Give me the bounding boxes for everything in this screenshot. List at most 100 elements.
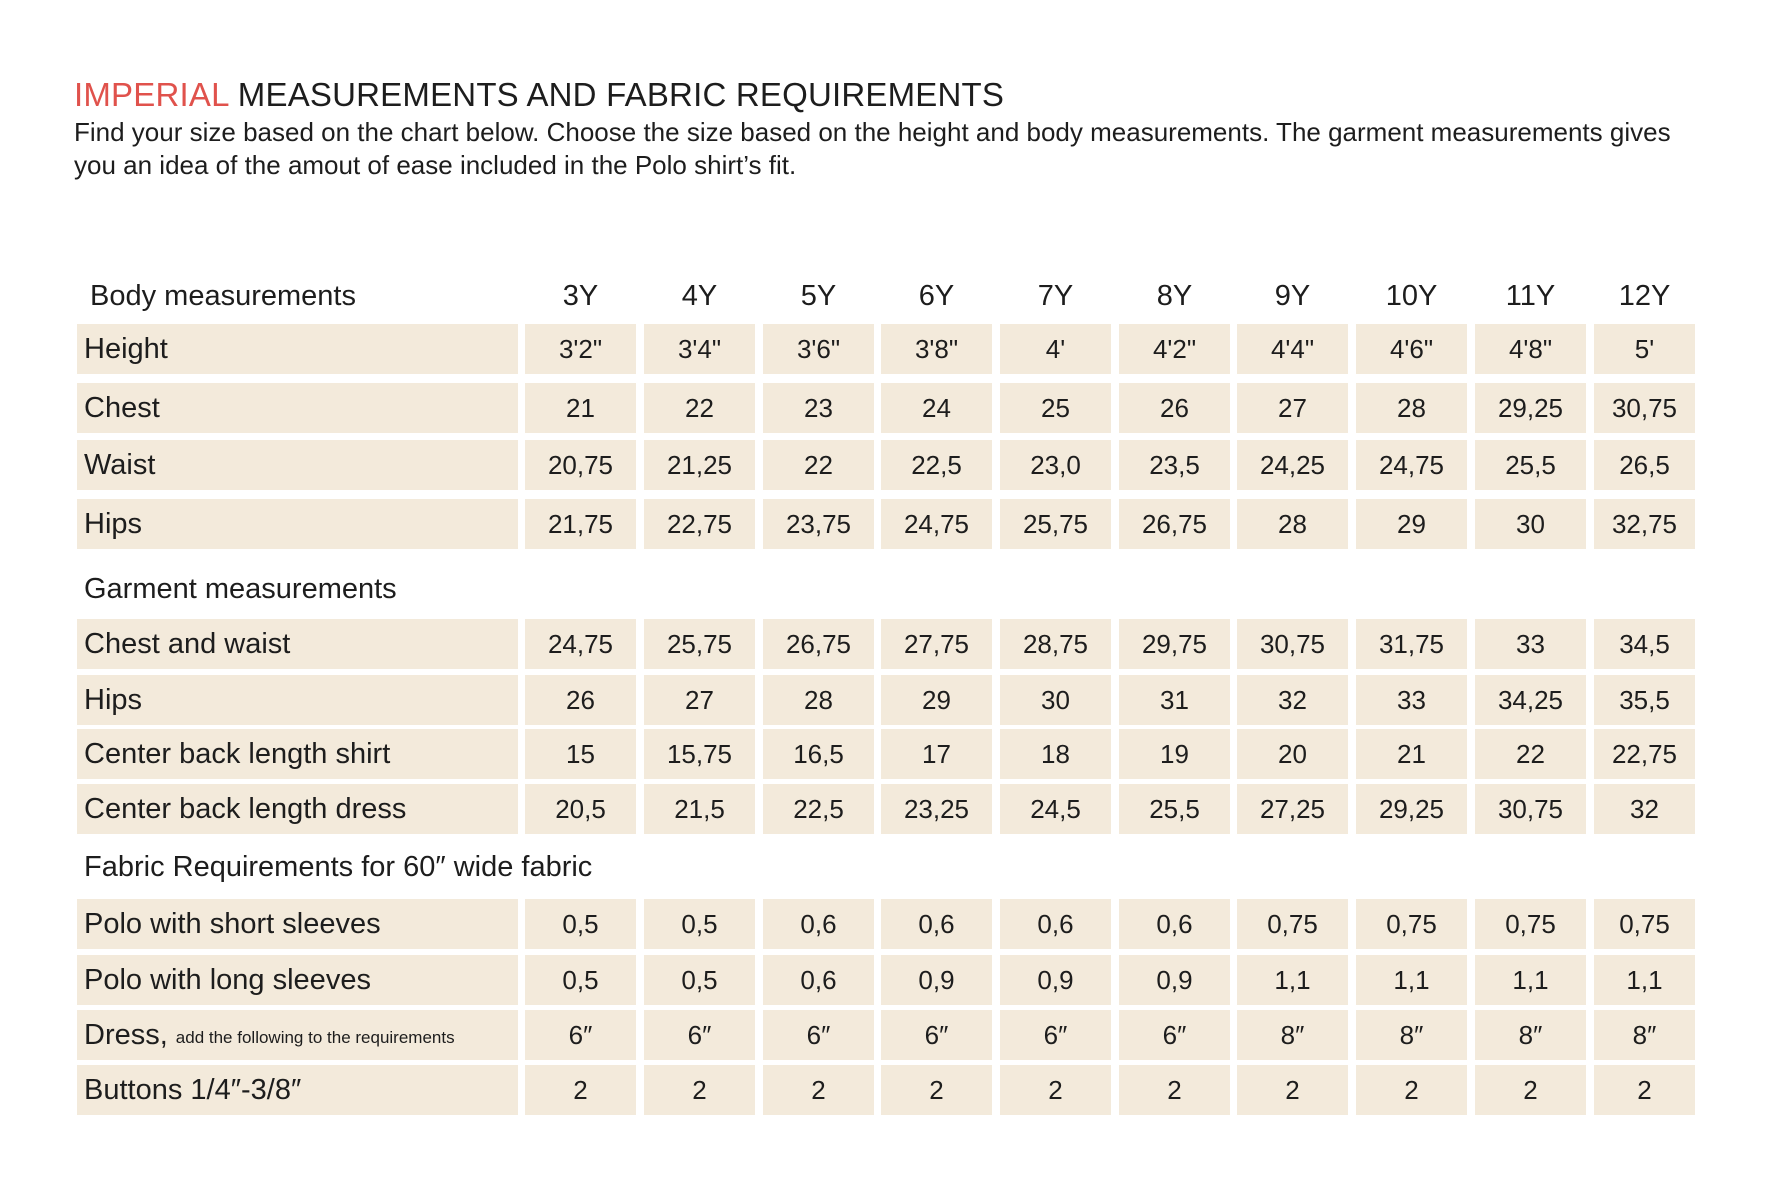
size-header-5y: 5Y [800,280,837,312]
table-cell: 28 [763,675,874,725]
table-cell: 6″ [1000,1010,1111,1060]
table-cell: 21,5 [644,784,755,834]
table-cell: 3'4" [644,324,755,374]
table-cell: 5' [1594,324,1695,374]
table-cell: 2 [525,1065,636,1115]
table-cell: 24,75 [881,499,992,549]
table-cell: 6″ [763,1010,874,1060]
table-cell: 4' [1000,324,1111,374]
row-label-text: Chest and waist [84,627,291,660]
table-cell: 0,75 [1475,899,1586,949]
table-cell: 28 [1237,499,1348,549]
row-label-text: Hips [84,507,143,540]
table-cell: 28,75 [1000,619,1111,669]
table-cell: 24,5 [1000,784,1111,834]
table-cell: 28 [1356,383,1467,433]
table-cell: 4'2" [1119,324,1230,374]
table-cell: 0,9 [1000,955,1111,1005]
table-cell: 19 [1119,729,1230,779]
size-header-8y: 8Y [1156,280,1193,312]
table-cell: 29,25 [1475,383,1586,433]
table-cell: 23,25 [881,784,992,834]
row-label-text: Waist [84,448,156,481]
row-label: Chest [77,383,518,433]
table-cell: 2 [1000,1065,1111,1115]
table-cell: 21 [1356,729,1467,779]
size-header-4y: 4Y [681,280,718,312]
table-cell: 20,75 [525,440,636,490]
row-label-text: Center back length shirt [84,737,391,770]
table-cell: 25,75 [644,619,755,669]
table-cell: 24,25 [1237,440,1348,490]
table-cell: 22,5 [763,784,874,834]
table-cell: 6″ [881,1010,992,1060]
table-cell: 15,75 [644,729,755,779]
table-cell: 20 [1237,729,1348,779]
table-cell: 22,5 [881,440,992,490]
table-cell: 17 [881,729,992,779]
table-cell: 25,5 [1475,440,1586,490]
table-cell: 8″ [1237,1010,1348,1060]
table-cell: 18 [1000,729,1111,779]
table-cell: 4'8" [1475,324,1586,374]
table-cell: 0,75 [1356,899,1467,949]
row-label: Polo with long sleeves [77,955,518,1005]
table-cell: 27,75 [881,619,992,669]
table-cell: 21 [525,383,636,433]
table-cell: 2 [1594,1065,1695,1115]
table-cell: 16,5 [763,729,874,779]
table-cell: 31 [1119,675,1230,725]
table-cell: 6″ [644,1010,755,1060]
table-cell: 3'8" [881,324,992,374]
table-cell: 26,75 [763,619,874,669]
table-cell: 22,75 [644,499,755,549]
row-label: Center back length shirt [77,729,518,779]
row-label: Hips [77,499,518,549]
table-cell: 3'2" [525,324,636,374]
table-cell: 2 [763,1065,874,1115]
table-cell: 0,5 [644,955,755,1005]
table-cell: 26,75 [1119,499,1230,549]
table-cell: 31,75 [1356,619,1467,669]
size-header-9y: 9Y [1274,280,1311,312]
table-cell: 30,75 [1237,619,1348,669]
table-cell: 0,6 [1119,899,1230,949]
table-cell: 24 [881,383,992,433]
row-label-text: Dress, [84,1018,168,1051]
row-label-text: Height [84,332,168,365]
table-cell: 23,0 [1000,440,1111,490]
table-cell: 2 [644,1065,755,1115]
table-cell: 22 [644,383,755,433]
row-label-text: Hips [84,683,143,716]
table-cell: 23 [763,383,874,433]
table-cell: 4'6" [1356,324,1467,374]
table-cell: 27 [644,675,755,725]
table-cell: 6″ [525,1010,636,1060]
table-cell: 27 [1237,383,1348,433]
table-cell: 0,5 [644,899,755,949]
table-cell: 3'6" [763,324,874,374]
table-cell: 0,5 [525,955,636,1005]
table-cell: 29,25 [1356,784,1467,834]
table-cell: 15 [525,729,636,779]
table-cell: 32,75 [1594,499,1695,549]
table-cell: 30,75 [1475,784,1586,834]
table-cell: 25,5 [1119,784,1230,834]
size-header-10y: 10Y [1385,280,1438,312]
title-rest: MEASUREMENTS AND FABRIC REQUIREMENTS [237,76,1005,113]
table-cell: 6″ [1119,1010,1230,1060]
table-cell: 25 [1000,383,1111,433]
table-cell: 30 [1475,499,1586,549]
table-cell: 29 [881,675,992,725]
size-header-6y: 6Y [918,280,955,312]
table-cell: 32 [1237,675,1348,725]
table-cell: 0,6 [763,955,874,1005]
table-cell: 22 [763,440,874,490]
row-label-text: Chest [84,391,160,424]
row-label: Height [77,324,518,374]
table-cell: 1,1 [1475,955,1586,1005]
table-cell: 0,9 [1119,955,1230,1005]
section-label: Fabric Requirements for 60″ wide fabric [84,851,593,883]
table-cell: 27,25 [1237,784,1348,834]
